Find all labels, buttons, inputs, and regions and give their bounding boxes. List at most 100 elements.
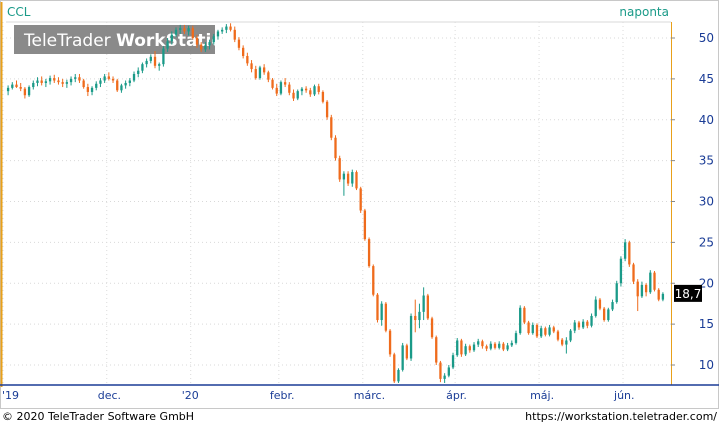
candle-body <box>430 318 434 338</box>
candle-body <box>200 44 203 50</box>
candle-body <box>111 78 115 81</box>
candle-body <box>506 345 509 350</box>
candle-body <box>510 342 513 346</box>
candle-body <box>288 84 291 93</box>
candle-body <box>540 328 543 337</box>
x-tick-label: jún. <box>613 389 635 402</box>
watermark: TeleTrader WorkStation <box>14 25 235 54</box>
candle-body <box>519 307 522 334</box>
candle-body <box>414 315 417 321</box>
candle-body <box>137 70 140 74</box>
candle-body <box>48 78 52 82</box>
y-axis: 10 15 20 25 30 35 40 45 50 <box>671 31 714 372</box>
candle-body <box>573 322 576 331</box>
candle-body <box>380 303 383 321</box>
candle-body <box>598 299 602 309</box>
candle-body <box>628 242 631 265</box>
candle-body <box>304 88 308 91</box>
candle-body <box>447 367 450 376</box>
candle-body <box>162 48 165 65</box>
candle-body <box>246 55 249 64</box>
candle-body <box>602 308 606 321</box>
candle-body <box>258 67 262 79</box>
candle-body <box>208 42 211 46</box>
x-tick-label: máj. <box>530 389 554 402</box>
candle-body <box>74 77 77 79</box>
candle-body <box>99 80 102 84</box>
candle-body <box>523 307 526 323</box>
candle-body <box>149 56 152 61</box>
watermark-text: TeleTrader WorkStation <box>23 31 235 51</box>
candle-body <box>607 309 610 321</box>
last-price-marker: 18,7 <box>674 284 702 302</box>
candle-body <box>145 60 148 65</box>
candle-body <box>237 39 241 48</box>
candle-body <box>330 117 333 138</box>
candle-body <box>355 172 358 189</box>
interval-label: naponta <box>619 5 669 19</box>
candle-body <box>334 137 337 159</box>
candle-body <box>363 210 367 240</box>
candle-body <box>86 87 90 92</box>
x-tick-label: dec. <box>98 389 121 402</box>
x-tick-label: ápr. <box>446 389 467 402</box>
candle-body <box>611 302 614 310</box>
candle-body <box>594 299 597 316</box>
candle-body <box>464 346 467 355</box>
candle-body <box>397 369 400 382</box>
candle-body <box>95 83 98 88</box>
candle-body <box>233 29 236 40</box>
candle-body <box>53 78 56 81</box>
candle-body <box>581 321 585 328</box>
candle-body <box>78 77 81 81</box>
candle-body <box>44 81 48 83</box>
candle-body <box>657 289 660 300</box>
candle-body <box>296 91 299 99</box>
candle-body <box>36 80 39 83</box>
candle-body <box>502 343 505 350</box>
candle-body <box>300 88 304 92</box>
candle-body <box>325 101 329 118</box>
candle-body <box>439 362 442 379</box>
candle-body <box>216 31 220 37</box>
candle-body <box>359 188 362 211</box>
candle-body <box>27 87 31 96</box>
candle-body <box>225 26 228 30</box>
candle-body <box>338 158 341 180</box>
candle-body <box>195 38 199 45</box>
candle-body <box>116 80 119 91</box>
y-tick-label: 30 <box>699 195 714 209</box>
candle-body <box>346 173 350 184</box>
footer-copyright: © 2020 TeleTrader Software GmbH <box>2 410 194 423</box>
candle-body <box>460 340 463 355</box>
candle-body <box>229 26 232 30</box>
symbol-label: CCL <box>7 5 31 19</box>
candle-body <box>204 45 207 50</box>
candle-body <box>443 375 446 379</box>
candle-body <box>65 82 69 84</box>
candle-body <box>271 79 274 88</box>
last-price-label: 18,7 <box>675 287 702 301</box>
candle-body <box>422 295 425 312</box>
candle-body <box>535 324 539 337</box>
candle-body <box>531 324 534 334</box>
candle-body <box>376 294 379 321</box>
footer-url[interactable]: https://workstation.teletrader.com/ <box>525 410 717 423</box>
candle-body <box>485 346 488 349</box>
candle-body <box>468 346 471 351</box>
y-tick-label: 25 <box>699 235 714 249</box>
candle-body <box>82 80 85 88</box>
candle-body <box>586 321 589 326</box>
candle-body <box>250 63 253 70</box>
y-tick-label: 15 <box>699 317 714 331</box>
candle-body <box>481 341 484 347</box>
candle-body <box>405 345 409 359</box>
candle-body <box>561 339 564 345</box>
candle-body <box>552 327 555 332</box>
candle-body <box>124 82 127 86</box>
candle-body <box>649 272 652 293</box>
candle-body <box>19 87 22 89</box>
candle-body <box>254 69 257 79</box>
candle-body <box>661 293 665 300</box>
candle-body <box>451 355 455 368</box>
